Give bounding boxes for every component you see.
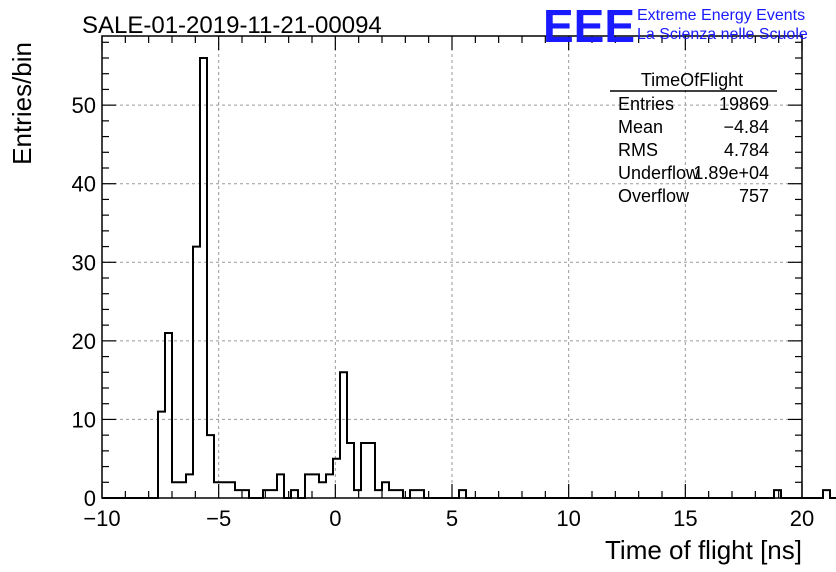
x-tick-label: 5	[446, 506, 458, 531]
y-tick-label: 50	[72, 93, 96, 118]
stat-value-entries: 19869	[719, 94, 769, 114]
stat-value-underflow: 1.89e+04	[693, 163, 769, 183]
x-axis-label: Time of flight [ns]	[605, 535, 802, 565]
plot-frame	[101, 35, 803, 499]
stat-label-mean: Mean	[618, 117, 663, 137]
x-tick-label: −5	[206, 506, 231, 531]
stat-label-rms: RMS	[618, 140, 658, 160]
stat-label-underflow: Underflow	[618, 163, 700, 183]
y-tick-label: 0	[84, 486, 96, 511]
stat-value-overflow: 757	[739, 186, 769, 206]
eee-logo-mark: EEE	[543, 0, 635, 52]
y-tick-label: 20	[72, 329, 96, 354]
chart-title: SALE-01-2019-11-21-00094	[82, 12, 382, 39]
logo-line1: Extreme Energy Events	[637, 7, 805, 24]
stat-label-entries: Entries	[618, 94, 674, 114]
y-tick-label: 40	[72, 172, 96, 197]
grid-lines	[102, 36, 802, 498]
tick-labels: −10 −5 0 5 10 15 20 0 10 20 30 40 50	[72, 93, 815, 531]
stat-label-overflow: Overflow	[618, 186, 690, 206]
stat-value-mean: −4.84	[723, 117, 769, 137]
x-tick-label: −10	[83, 506, 120, 531]
logo-line2: La Scienza nelle Scuole	[637, 26, 808, 43]
y-tick-label: 30	[72, 250, 96, 275]
stats-box: TimeOfFlight Entries 19869 Mean −4.84 RM…	[610, 70, 777, 206]
y-tick-label: 10	[72, 407, 96, 432]
y-axis-label: Entries/bin	[7, 42, 37, 165]
eee-logo: EEE Extreme Energy Events La Scienza nel…	[543, 0, 808, 52]
x-tick-label: 0	[329, 506, 341, 531]
x-tick-label: 10	[556, 506, 580, 531]
stat-value-rms: 4.784	[724, 140, 769, 160]
x-tick-label: 15	[673, 506, 697, 531]
stats-box-name: TimeOfFlight	[641, 70, 743, 90]
x-tick-label: 20	[790, 506, 814, 531]
